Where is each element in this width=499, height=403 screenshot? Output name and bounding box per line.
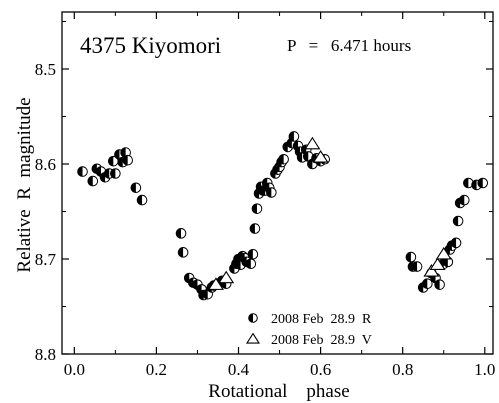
data-point-r [122,154,133,166]
legend-label-v: 2008 Feb 28.9 V [271,333,372,348]
data-point-r [405,251,417,263]
y-tick-label: 8.6 [35,155,56,174]
x-tick-label: 1.0 [474,360,495,379]
x-tick-label: 0.0 [64,360,85,379]
data-point-r [251,203,263,214]
legend-marker-v [245,332,261,344]
data-point-r [136,194,148,206]
legend-r-symbol [248,313,258,323]
data-point-r [463,177,474,189]
data-point-r [266,187,277,198]
data-point-r [288,131,300,142]
legend-v-symbol [245,332,261,344]
y-axis-label: Relative R magnitude [14,97,35,272]
x-tick-label: 0.4 [228,360,250,379]
data-point-r [278,153,289,165]
data-point-r [422,278,433,290]
y-tick-label: 8.7 [35,250,57,269]
data-point-r [175,228,187,239]
data-point-v [304,136,321,150]
data-point-r [249,223,261,234]
legend-label-r: 2008 Feb 28.9 R [271,312,372,327]
data-point-r [477,177,489,189]
data-point-v [207,277,224,290]
data-point-r [110,168,121,179]
data-point-r [411,261,423,272]
x-axis-label: Rotational phase [208,381,349,402]
legend-marker-r [248,313,258,323]
x-tick-label: 0.8 [392,360,413,379]
x-tick-label: 0.6 [310,360,331,379]
data-point-r [452,215,464,227]
data-points [77,131,489,301]
plot-frame [61,11,494,355]
y-tick-labels: 8.5 8.6 8.7 8.8 [35,60,57,364]
data-point-v [435,246,452,260]
data-point-v [312,150,329,163]
data-point-r [130,182,142,194]
data-point-r [245,258,257,270]
legend: 2008 Feb 28.9 R 2008 Feb 28.9 V [245,312,372,348]
data-point-r [77,166,88,177]
data-point-v [423,264,440,277]
data-point-r [302,151,314,162]
data-point-v [218,270,235,284]
x-tick-label: 0.2 [146,360,167,379]
period-label: P = 6.471 hours [287,36,411,55]
axis-ticks [62,12,493,355]
data-point-r [87,175,99,187]
data-point-v [429,257,446,270]
data-point-r [450,237,462,249]
data-point-r [247,248,259,260]
data-point-r [177,247,189,258]
data-point-r [458,194,470,206]
chart-title: 4375 Kiyomori [80,33,221,58]
y-tick-label: 8.5 [35,60,56,79]
y-tick-label: 8.8 [35,345,56,364]
data-point-r [434,279,445,290]
x-tick-labels: 0.0 0.2 0.4 0.6 0.8 1.0 [64,360,496,379]
